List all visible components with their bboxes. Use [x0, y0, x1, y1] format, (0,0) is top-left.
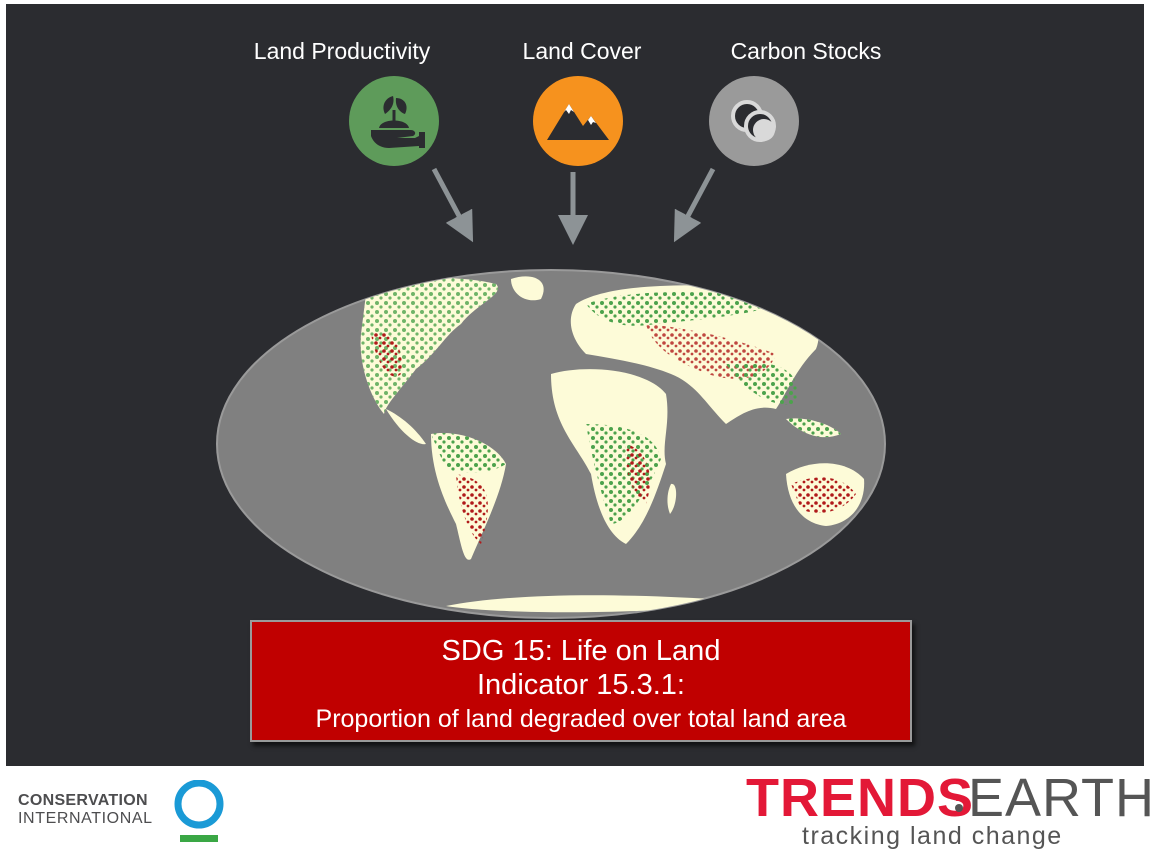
te-separator-icon	[955, 796, 963, 812]
slide-canvas: Land Productivity Land Cover Carbon Stoc…	[6, 4, 1144, 766]
te-tagline: tracking land change	[802, 822, 1063, 850]
indicator-label: Land Cover	[522, 38, 642, 64]
ci-line1: CONSERVATION	[18, 792, 148, 809]
carbon-circles-icon	[709, 76, 799, 166]
sdg-indicator-box: SDG 15: Life on Land Indicator 15.3.1: P…	[250, 620, 912, 742]
indicator-label: Carbon Stocks	[730, 38, 882, 64]
indicator-label: Land Productivity	[253, 38, 431, 64]
indicator-carbon-stocks: Carbon Stocks	[676, 36, 936, 66]
conservation-international-logo-icon	[174, 780, 224, 842]
te-brand-earth: EARTH	[968, 768, 1151, 828]
mountains-icon	[533, 76, 623, 166]
sdg-indicator-number: Indicator 15.3.1:	[477, 669, 685, 701]
ci-line2: INTERNATIONAL	[18, 810, 153, 827]
world-degradation-map	[216, 269, 886, 619]
footer-logo-bar: CONSERVATION INTERNATIONAL TRENDS EARTH …	[6, 766, 1151, 860]
sdg-title: SDG 15: Life on Land	[441, 635, 721, 667]
sdg-indicator-description: Proportion of land degraded over total l…	[315, 705, 847, 733]
te-brand-trends: TRENDS	[746, 768, 975, 828]
indicator-land-productivity: Land Productivity	[212, 36, 472, 66]
indicator-land-cover: Land Cover	[452, 36, 712, 66]
conservation-international-logo-text: CONSERVATION INTERNATIONAL	[18, 792, 153, 828]
trends-earth-logo: TRENDS EARTH tracking land change	[746, 766, 1151, 856]
plant-in-hand-icon	[349, 76, 439, 166]
